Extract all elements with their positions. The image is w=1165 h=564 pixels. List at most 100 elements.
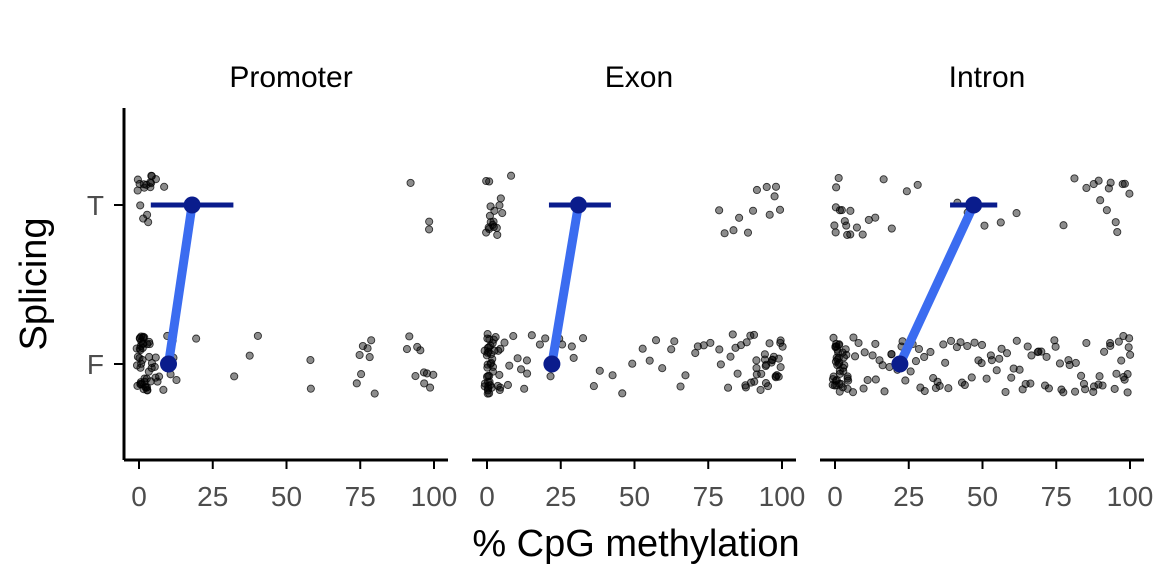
data-point-F <box>1081 385 1090 394</box>
data-point-T <box>1059 221 1068 230</box>
data-point-T <box>834 173 843 183</box>
data-point-T <box>507 171 516 180</box>
data-point-F <box>172 375 181 385</box>
data-point-F <box>1002 349 1012 358</box>
data-point-F <box>906 367 915 376</box>
data-point-F <box>496 383 505 392</box>
data-point-F <box>1044 384 1053 393</box>
x-axis-title: % CpG methylation <box>472 523 799 564</box>
mean-point-T <box>965 196 983 214</box>
data-point-T <box>1125 189 1134 198</box>
data-point-F <box>1071 358 1080 367</box>
data-point-F <box>926 347 935 357</box>
data-point-F <box>1123 388 1132 397</box>
data-point-T <box>1070 174 1079 183</box>
data-point-F <box>541 334 550 343</box>
data-point-F <box>756 385 765 394</box>
data-point-F <box>1125 334 1134 343</box>
data-point-T <box>762 182 771 192</box>
data-point-T <box>160 182 169 191</box>
data-point-F <box>691 348 700 358</box>
data-point-F <box>774 354 783 363</box>
mean-point-T <box>569 196 587 214</box>
data-point-F <box>840 361 849 370</box>
data-point-F <box>868 351 877 360</box>
data-point-T <box>406 178 415 187</box>
data-point-F <box>516 365 526 374</box>
data-point-T <box>735 213 744 222</box>
data-point-F <box>484 347 493 356</box>
y-axis-title: Splicing <box>13 217 55 350</box>
data-point-F <box>1050 336 1059 345</box>
data-point-F <box>776 338 785 347</box>
data-point-T <box>493 230 502 239</box>
data-point-F <box>1124 343 1133 352</box>
data-point-F <box>645 356 654 365</box>
data-point-F <box>842 350 851 359</box>
data-point-F <box>405 332 414 341</box>
data-point-F <box>1065 360 1074 370</box>
data-point-T <box>743 228 753 237</box>
data-point-T <box>1106 178 1115 187</box>
data-point-F <box>365 353 374 362</box>
x-tick-label: 0 <box>827 481 843 512</box>
data-point-F <box>358 341 367 351</box>
data-point-T <box>1113 227 1122 237</box>
data-point-F <box>253 331 262 340</box>
data-point-F <box>138 333 148 342</box>
data-point-T <box>879 175 888 184</box>
data-point-F <box>363 344 372 353</box>
data-point-F <box>422 369 432 378</box>
data-point-F <box>835 387 844 396</box>
data-point-F <box>132 361 142 370</box>
data-point-F <box>933 377 942 386</box>
data-point-F <box>503 380 512 390</box>
data-point-F <box>829 333 838 342</box>
data-point-F <box>774 372 783 381</box>
data-point-F <box>742 338 751 347</box>
data-point-F <box>1126 350 1135 359</box>
data-point-T <box>831 228 840 237</box>
data-point-F <box>750 377 759 386</box>
data-point-F <box>935 381 944 390</box>
data-point-F <box>887 349 896 359</box>
data-point-F <box>992 366 1001 375</box>
data-point-F <box>578 334 588 343</box>
x-tick-label: 50 <box>271 481 302 512</box>
data-point-F <box>535 340 544 349</box>
data-point-F <box>522 356 531 365</box>
data-point-F <box>944 384 953 393</box>
data-point-T <box>871 213 880 222</box>
data-point-F <box>880 387 889 396</box>
data-point-F <box>245 351 254 360</box>
data-point-F <box>939 340 948 349</box>
data-point-T <box>1082 183 1091 193</box>
data-point-F <box>765 339 774 348</box>
data-point-F <box>1106 341 1115 350</box>
data-point-T <box>830 221 839 230</box>
data-point-F <box>1089 382 1099 391</box>
x-tick-label: 100 <box>1107 481 1154 512</box>
data-point-F <box>595 366 604 375</box>
data-point-F <box>769 352 778 361</box>
data-point-F <box>483 377 493 387</box>
data-point-F <box>871 339 880 348</box>
data-point-F <box>1001 387 1010 397</box>
data-point-T <box>498 209 507 218</box>
data-point-T <box>771 182 781 191</box>
data-point-F <box>863 376 872 385</box>
data-point-T <box>1012 209 1021 218</box>
data-point-F <box>527 331 536 340</box>
data-point-F <box>370 389 379 398</box>
data-point-F <box>670 337 679 346</box>
data-point-F <box>728 330 737 339</box>
data-point-F <box>699 341 708 350</box>
data-point-F <box>138 355 147 364</box>
data-point-F <box>426 383 435 392</box>
data-point-F <box>967 373 976 382</box>
data-point-T <box>720 229 729 238</box>
facet-intron: Intron 0 25 50 75 100 <box>820 61 1153 512</box>
data-point-F <box>914 344 924 354</box>
data-point-F <box>757 369 766 378</box>
data-point-T <box>492 223 501 232</box>
